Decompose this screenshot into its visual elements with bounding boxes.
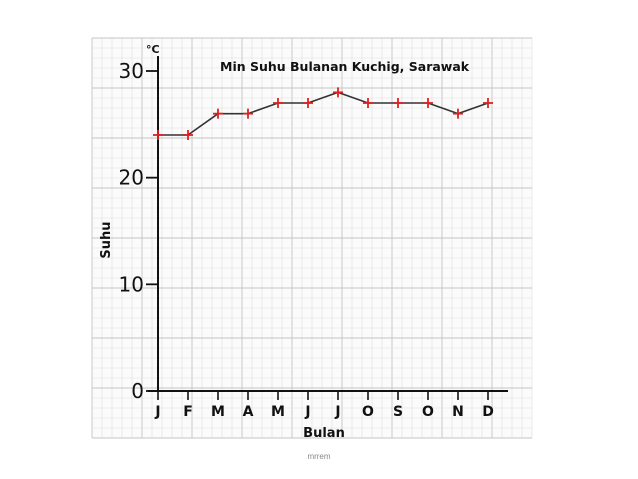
y-tick-label: 20 bbox=[119, 166, 144, 190]
data-point-marker bbox=[273, 98, 283, 108]
chart-title: Min Suhu Bulanan Kuchig, Sarawak bbox=[220, 59, 470, 74]
x-tick-label: A bbox=[243, 404, 254, 420]
x-tick-label: J bbox=[154, 404, 160, 420]
data-point-marker bbox=[243, 108, 253, 119]
data-point-marker bbox=[363, 98, 373, 108]
y-axis-title: Suhu bbox=[99, 221, 114, 258]
x-tick-label: J bbox=[334, 404, 340, 420]
x-tick-label: N bbox=[452, 404, 464, 420]
grid-lines bbox=[91, 37, 533, 439]
series-line bbox=[158, 91, 489, 136]
x-tick-label: M bbox=[271, 404, 285, 420]
data-point-marker bbox=[333, 87, 343, 98]
data-point-marker bbox=[423, 98, 433, 108]
x-tick-label: S bbox=[393, 404, 403, 420]
x-tick-label: F bbox=[183, 404, 193, 420]
data-markers bbox=[153, 87, 493, 140]
data-point-marker bbox=[153, 130, 163, 140]
y-unit-label: °C bbox=[146, 43, 160, 56]
data-point-marker bbox=[303, 98, 313, 108]
y-tick-label: 0 bbox=[131, 379, 144, 403]
x-tick-label: M bbox=[211, 404, 225, 420]
x-tick-label: O bbox=[422, 404, 434, 420]
data-point-marker bbox=[483, 98, 493, 108]
x-tick-label: J bbox=[304, 404, 310, 420]
data-point-marker bbox=[453, 108, 463, 119]
y-ticks: 0 10 20 30 bbox=[119, 59, 158, 403]
footer-caption: mrrem bbox=[307, 452, 331, 461]
y-tick-label: 30 bbox=[119, 59, 144, 83]
data-point-marker bbox=[213, 108, 223, 119]
y-tick-label: 10 bbox=[119, 272, 144, 296]
data-point-marker bbox=[393, 98, 403, 108]
x-tick-label: O bbox=[362, 404, 374, 420]
x-axis-title: Bulan bbox=[303, 426, 345, 441]
x-tick-label: D bbox=[482, 404, 494, 420]
data-point-marker bbox=[183, 130, 193, 140]
axes bbox=[148, 56, 508, 392]
